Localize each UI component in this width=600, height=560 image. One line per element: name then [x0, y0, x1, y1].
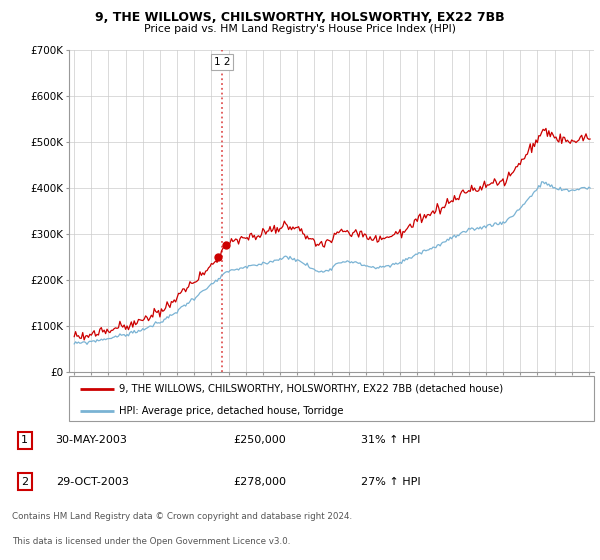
Text: £278,000: £278,000 [233, 477, 286, 487]
Text: Contains HM Land Registry data © Crown copyright and database right 2024.: Contains HM Land Registry data © Crown c… [12, 512, 352, 521]
Text: 31% ↑ HPI: 31% ↑ HPI [361, 436, 421, 446]
Text: 2: 2 [21, 477, 28, 487]
Text: £250,000: £250,000 [233, 436, 286, 446]
Text: 9, THE WILLOWS, CHILSWORTHY, HOLSWORTHY, EX22 7BB: 9, THE WILLOWS, CHILSWORTHY, HOLSWORTHY,… [95, 11, 505, 24]
Text: 1 2: 1 2 [214, 57, 230, 67]
Text: 29-OCT-2003: 29-OCT-2003 [56, 477, 128, 487]
FancyBboxPatch shape [69, 376, 594, 421]
Text: Price paid vs. HM Land Registry's House Price Index (HPI): Price paid vs. HM Land Registry's House … [144, 24, 456, 34]
Text: 27% ↑ HPI: 27% ↑ HPI [361, 477, 421, 487]
Text: 1: 1 [22, 436, 28, 446]
Text: HPI: Average price, detached house, Torridge: HPI: Average price, detached house, Torr… [119, 406, 343, 416]
Text: 30-MAY-2003: 30-MAY-2003 [56, 436, 128, 446]
Text: 9, THE WILLOWS, CHILSWORTHY, HOLSWORTHY, EX22 7BB (detached house): 9, THE WILLOWS, CHILSWORTHY, HOLSWORTHY,… [119, 384, 503, 394]
Text: This data is licensed under the Open Government Licence v3.0.: This data is licensed under the Open Gov… [12, 537, 290, 546]
